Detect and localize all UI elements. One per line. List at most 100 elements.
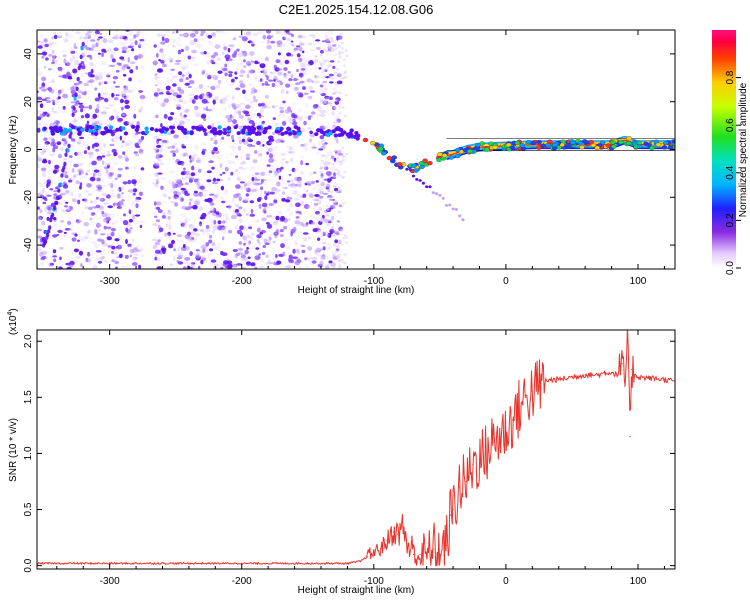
spectrogram-speckle <box>134 193 138 197</box>
spectrogram-speckle <box>232 37 237 41</box>
spectrogram-speckle <box>177 254 183 258</box>
spectrogram-speckle <box>293 168 299 173</box>
spectrogram-speckle <box>40 197 43 202</box>
spectrogram-speckle <box>237 110 242 116</box>
spectrogram-speckle <box>287 38 291 42</box>
spectrogram-speckle <box>285 246 291 250</box>
spectrogram-speckle <box>98 71 105 75</box>
spectrogram-speckle <box>278 263 284 268</box>
spectrogram-speckle <box>121 113 126 116</box>
spectrogram-speckle <box>129 249 135 254</box>
spectrogram-speckle <box>323 74 327 78</box>
spectrogram-speckle <box>118 186 122 192</box>
spectrogram-speckle <box>330 190 334 194</box>
spectrogram-speckle <box>190 172 196 177</box>
spectrogram-speckle <box>175 197 181 200</box>
spectrogram-speckle <box>71 30 75 33</box>
spectrogram-speckle <box>221 66 224 71</box>
spectrogram-speckle <box>37 246 42 252</box>
spectrogram-speckle <box>58 122 64 126</box>
spectrogram-ridge-blob <box>67 128 73 133</box>
spectrogram-speckle <box>329 228 335 234</box>
spectrogram-ridge-blob <box>441 153 448 158</box>
spectrogram-speckle <box>224 189 229 192</box>
spectrogram-speckle <box>114 173 120 177</box>
spectrogram-speckle <box>38 215 43 221</box>
spectrogram-speckle <box>125 227 129 233</box>
spectrogram-speckle <box>248 240 252 245</box>
spectrogram-speckle <box>158 92 164 95</box>
spectrogram-speckle <box>166 77 169 82</box>
spectrogram-speckle <box>172 31 175 34</box>
spectrogram-speckle <box>103 202 109 206</box>
spectrogram-speckle <box>60 146 64 152</box>
spectrogram-speckle <box>303 223 309 227</box>
spectrogram-speckle <box>154 177 161 182</box>
spectrogram-speckle <box>113 47 119 52</box>
spectrogram-speckle <box>159 237 164 241</box>
spectrogram-speckle <box>90 241 97 245</box>
spectrogram-speckle <box>97 54 102 59</box>
spectrogram-speckle <box>248 224 254 227</box>
spectrogram-speckle <box>318 187 324 192</box>
snr-point <box>449 514 451 516</box>
spectrogram-speckle <box>217 70 223 74</box>
spectrogram-speckle <box>265 254 269 258</box>
spectrogram-speckle <box>85 172 88 176</box>
spectrogram-xtick-label: -300 <box>100 276 120 287</box>
spectrogram-speckle <box>221 67 228 72</box>
spectrogram-speckle <box>308 193 314 198</box>
spectrogram-speckle <box>220 262 224 267</box>
spectrogram-speckle <box>249 181 254 185</box>
spectrogram-speckle <box>273 202 277 206</box>
snr-point <box>432 548 434 550</box>
spectrogram-speckle <box>194 237 198 242</box>
spectrogram-speckle <box>103 143 107 148</box>
spectrogram-speckle <box>227 58 233 62</box>
spectrogram-secondary-track <box>46 232 50 238</box>
spectrogram-speckle <box>320 49 324 54</box>
spectrogram-speckle <box>241 261 245 265</box>
spectrogram-speckle <box>49 88 55 94</box>
spectrogram-speckle <box>53 87 58 91</box>
spectrogram-speckle <box>340 47 344 50</box>
spectrogram-speckle <box>132 134 138 139</box>
spectrogram-secondary-track <box>71 112 75 118</box>
spectrogram-speckle <box>286 145 289 149</box>
snr-multiplier-base: (x10 <box>8 315 19 335</box>
spectrogram-speckle <box>278 168 281 173</box>
spectrogram-speckle <box>240 60 244 65</box>
spectrogram-speckle <box>39 34 43 37</box>
spectrogram-speckle <box>338 105 342 108</box>
spectrogram-ridge-blob <box>226 126 232 131</box>
spectrogram-speckle <box>261 134 265 138</box>
spectrogram-speckle <box>292 149 296 155</box>
spectrogram-speckle <box>200 33 204 37</box>
spectrogram-speckle <box>313 256 318 262</box>
spectrogram-speckle <box>315 250 321 253</box>
spectrogram-speckle <box>225 217 230 220</box>
spectrogram-speckle <box>176 41 180 46</box>
spectrogram-speckle <box>319 98 323 102</box>
spectrogram-speckle <box>227 258 230 261</box>
spectrogram-tail-blob <box>415 178 419 181</box>
spectrogram-speckle <box>156 100 161 104</box>
spectrogram-speckle <box>324 49 329 52</box>
spectrogram-speckle <box>305 103 309 109</box>
spectrogram-speckle <box>111 138 114 142</box>
spectrogram-speckle <box>127 57 130 63</box>
spectrogram-speckle <box>307 95 313 100</box>
spectrogram-speckle <box>272 172 279 177</box>
spectrogram-speckle <box>289 197 293 200</box>
spectrogram-speckle <box>100 61 107 66</box>
spectrogram-speckle <box>133 252 139 257</box>
spectrogram-speckle <box>280 166 284 170</box>
spectrogram-speckle <box>215 83 221 89</box>
spectrogram-ytick-label: -20 <box>23 190 34 205</box>
spectrogram-ridge-blob <box>663 140 669 146</box>
spectrogram-speckle <box>257 152 264 158</box>
snr-multiplier: (x104) <box>7 308 19 335</box>
spectrogram-secondary-track <box>48 225 52 230</box>
spectrogram-speckle <box>97 52 102 55</box>
